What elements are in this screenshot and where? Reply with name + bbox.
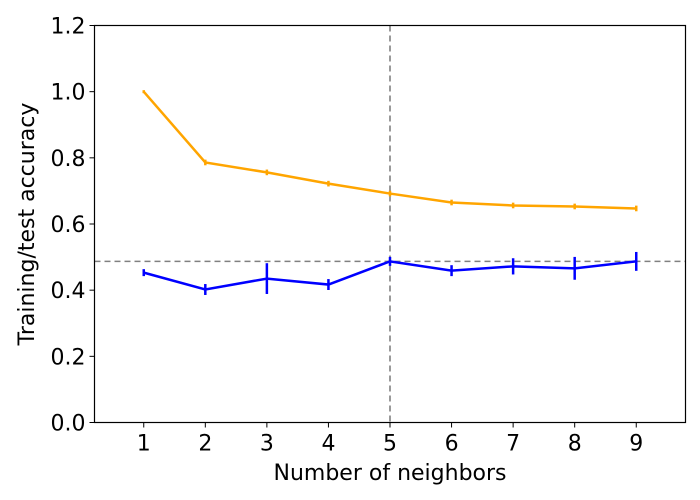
test-data-point xyxy=(573,267,576,270)
y-axis: 0.0 0.2 0.4 0.6 0.8 1.0 1.2 xyxy=(51,15,95,437)
test-data-point xyxy=(142,271,145,274)
test-data-point xyxy=(388,260,392,263)
x-tick-label: 6 xyxy=(445,432,459,457)
x-axis-label: Number of neighbors xyxy=(274,461,507,486)
test-data-point xyxy=(265,277,269,280)
train-data-point xyxy=(635,207,638,210)
y-tick-label: 1.2 xyxy=(51,15,86,40)
train-data-point xyxy=(204,161,207,164)
test-data-point xyxy=(450,269,453,272)
x-tick-label: 8 xyxy=(568,432,582,457)
test-data-point xyxy=(327,283,330,286)
x-tick-label: 4 xyxy=(321,432,335,457)
y-axis-label: Training/test accuracy xyxy=(15,103,40,347)
train-data-point xyxy=(327,182,330,185)
chart-marks xyxy=(94,25,686,423)
train-data-point xyxy=(265,171,269,174)
x-tick-label: 5 xyxy=(383,432,397,457)
x-tick-label: 9 xyxy=(629,432,643,457)
train-data-point xyxy=(511,204,515,207)
test-data-point xyxy=(204,288,207,291)
x-axis: 1 2 3 4 5 6 7 8 9 xyxy=(137,422,643,457)
plot-frame xyxy=(93,24,687,424)
y-tick-label: 0.8 xyxy=(51,147,86,172)
train-data-point xyxy=(388,192,392,195)
y-tick-label: 0.2 xyxy=(51,345,86,370)
x-tick-label: 1 xyxy=(137,432,151,457)
y-tick-label: 0.4 xyxy=(51,279,86,304)
train-data-point xyxy=(450,201,453,204)
train-data-point xyxy=(573,205,576,208)
x-tick-label: 7 xyxy=(506,432,520,457)
test-data-point xyxy=(511,265,515,268)
train-data-point xyxy=(142,90,145,93)
y-tick-label: 0.0 xyxy=(51,412,86,437)
x-tick-label: 2 xyxy=(198,432,212,457)
test-data-point xyxy=(635,260,638,263)
y-tick-label: 1.0 xyxy=(51,81,86,106)
y-tick-label: 0.6 xyxy=(51,213,86,238)
x-tick-label: 3 xyxy=(260,432,274,457)
